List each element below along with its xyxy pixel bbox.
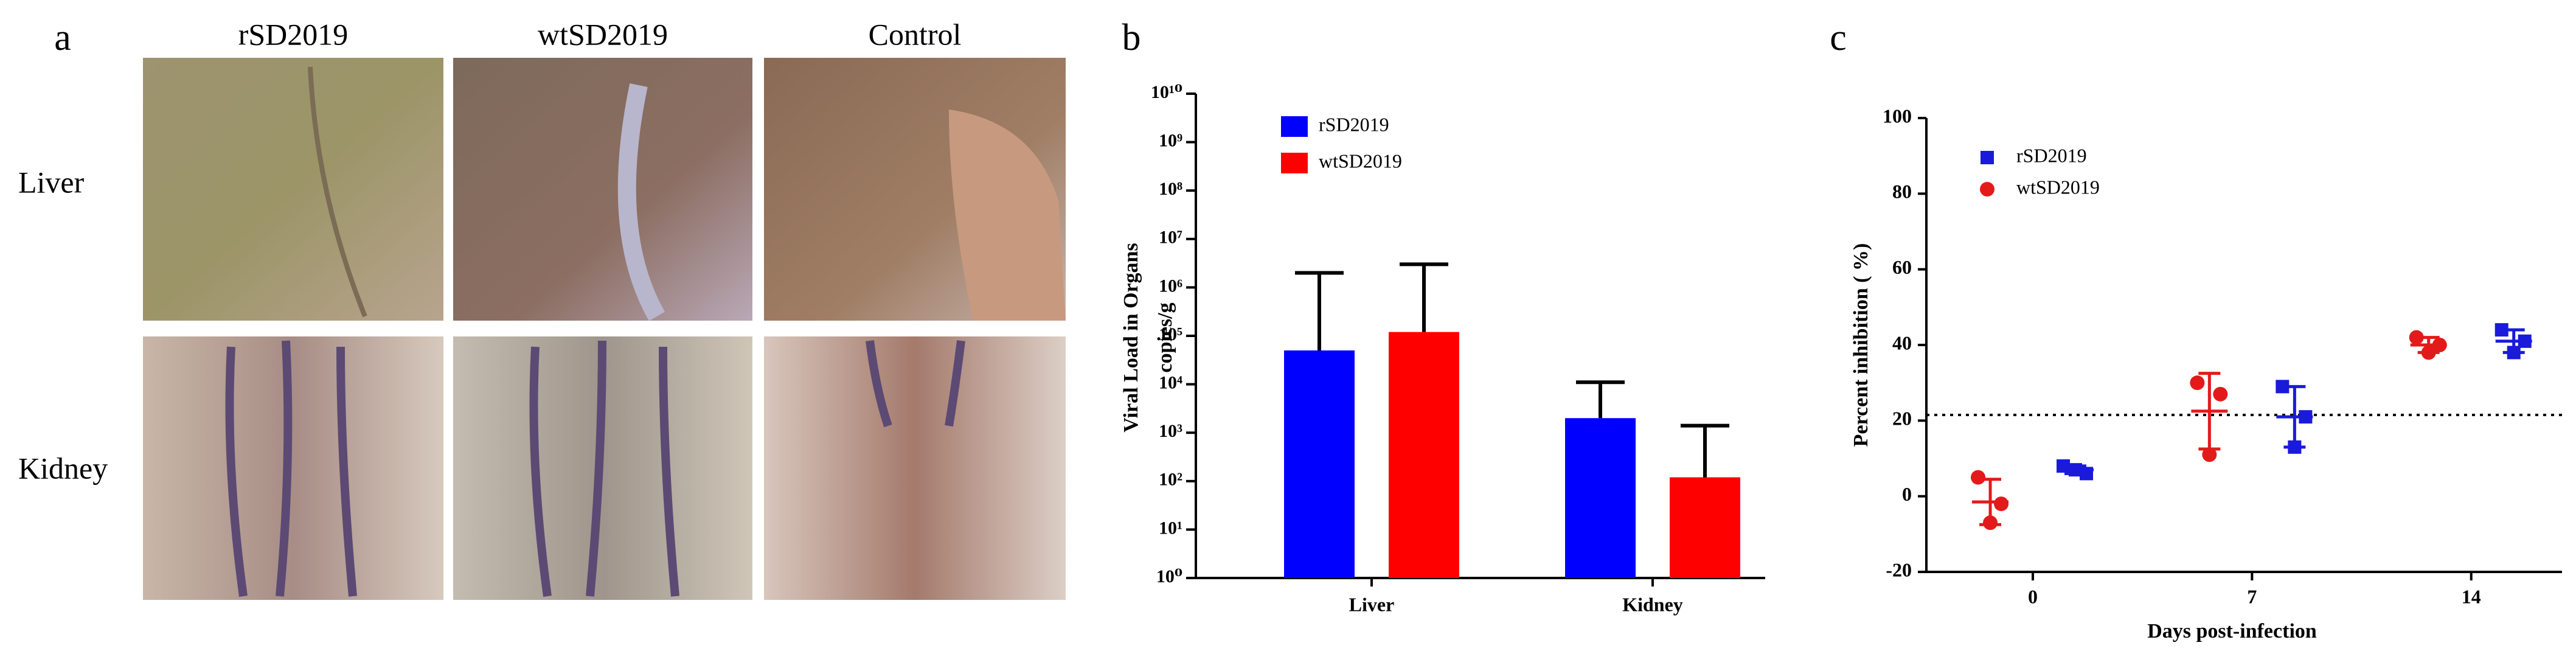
photo [143,58,443,321]
y-tick-label: 10² [1159,470,1182,490]
y-tick-label: 10⁶ [1159,276,1182,296]
legend-label: wtSD2019 [2016,176,2100,198]
point [2069,463,2083,477]
column-label: rSD2019 [238,17,349,51]
y-tick-label: 10⁸ [1159,179,1182,199]
point [2190,375,2205,391]
x-axis-label: Days post-infection [2147,620,2317,642]
point [2276,380,2290,394]
x-tick-label: 14 [2462,585,2481,607]
legend-label: rSD2019 [2016,144,2087,166]
point [1983,515,1998,531]
point [2507,346,2521,360]
legend-label: wtSD2019 [1319,150,1402,172]
photo [764,336,1066,600]
x-tick-label: 7 [2247,585,2257,607]
x-tick-label: 0 [2028,585,2038,607]
y-tick-label: 10⁷ [1159,228,1182,248]
y-tick-label: -20 [1886,559,1912,580]
y-tick-label: 10⁴ [1159,372,1182,392]
y-tick-label: 0 [1902,483,1912,505]
point [2202,447,2217,462]
point [2299,410,2313,424]
point [1994,496,2009,512]
point [1971,470,1986,485]
legend-swatch [1281,153,1308,173]
column-label: wtSD2019 [538,17,668,51]
photo-detail [949,110,1066,321]
photo-detail [308,66,367,318]
column-label: Control [869,17,962,51]
photo [453,58,752,321]
legend-swatch [1281,116,1308,137]
point [2057,459,2071,473]
point [2409,330,2424,345]
point [2288,440,2302,454]
y-axis-label: Viral Load in Organs [1120,243,1142,432]
point [2421,345,2436,360]
photo-detail [225,340,965,597]
y-tick-label: 40 [1892,332,1912,353]
point [2494,323,2508,337]
legend-marker [1980,182,1994,197]
row-label: Liver [18,165,85,199]
point [2432,338,2447,352]
panel-label: a [54,17,71,58]
point [2213,386,2228,402]
y-tick-label: 10⁰ [1156,566,1182,587]
panel-label: c [1830,17,1847,58]
y-axis-label: copies/g [1154,302,1176,372]
y-axis-label: Percent inhibition ( %) [1850,243,1872,447]
bar [1389,332,1459,578]
photo-detail [617,83,665,321]
y-tick-label: 10³ [1159,421,1182,441]
panel-label: b [1122,17,1141,58]
point [2080,467,2094,481]
x-tick-label: Liver [1349,593,1395,615]
y-tick-label: 80 [1892,181,1912,203]
photo [143,336,443,600]
legend-label: rSD2019 [1319,113,1389,135]
bar [1670,477,1740,578]
bar [1284,350,1355,578]
y-tick-label: 10⁹ [1159,130,1182,150]
bar [1565,418,1636,578]
gap [143,321,1066,336]
point [2518,334,2532,348]
y-tick-label: 60 [1892,256,1912,278]
y-tick-label: 100 [1883,105,1912,127]
y-tick-label: 10¹⁰ [1151,82,1182,102]
x-tick-label: Kidney [1622,593,1683,615]
y-tick-label: 10⁵ [1159,324,1182,344]
legend-marker [1981,151,1994,164]
y-tick-label: 10¹ [1159,518,1182,538]
photo-grid: a rSD2019 wtSD2019 Control Liver Kidney [18,17,1066,600]
y-tick-label: 20 [1892,408,1912,430]
row-label: Kidney [18,451,108,485]
